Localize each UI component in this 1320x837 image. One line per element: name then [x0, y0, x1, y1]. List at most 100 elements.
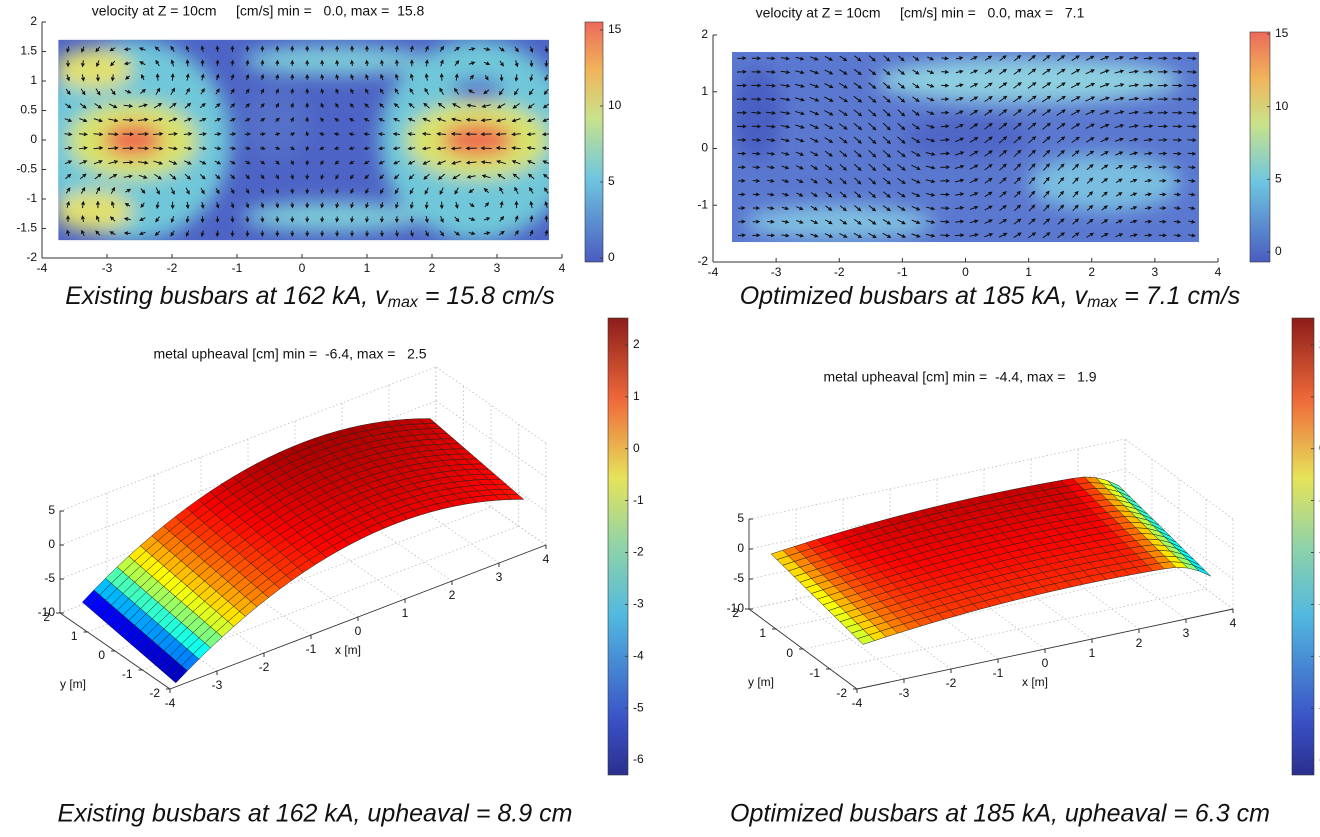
arrow: [421, 146, 431, 151]
arrow: [969, 109, 979, 116]
arrow: [542, 160, 549, 165]
arrow: [184, 117, 193, 122]
arrow: [926, 97, 935, 102]
arrow: [335, 174, 339, 180]
arrow: [469, 202, 475, 208]
arrow: [320, 73, 325, 80]
arrow: [480, 146, 492, 151]
arrow: [1070, 96, 1081, 102]
arrow: [1159, 233, 1167, 238]
arrow: [868, 191, 877, 199]
arrow: [363, 160, 370, 165]
arrow: [439, 87, 444, 95]
arrow: [230, 103, 236, 109]
arrow: [452, 174, 461, 180]
heatmap-blob: [243, 86, 309, 158]
arrow: [450, 132, 462, 136]
arrow: [320, 188, 325, 195]
arrow: [912, 69, 920, 75]
surface: [770, 476, 1211, 645]
arrow: [365, 230, 369, 237]
arrow: [183, 132, 193, 136]
arrow: [484, 74, 489, 81]
arrow: [868, 205, 877, 212]
arrow: [529, 215, 534, 223]
arrow: [137, 160, 149, 165]
arrow: [170, 87, 175, 95]
arrow: [796, 206, 804, 211]
arrow: [423, 173, 430, 180]
panel-title: metal upheaval [cm] min = -6.4, max = 2.…: [153, 346, 426, 362]
arrow: [765, 110, 777, 115]
arrow: [109, 216, 116, 222]
arrow: [81, 74, 85, 82]
x-tick-label: 4: [1215, 265, 1222, 279]
arrow: [810, 164, 819, 170]
arrow: [868, 55, 876, 62]
arrow: [926, 206, 936, 211]
x-tick-label: -2: [259, 660, 270, 674]
arrow: [1086, 232, 1095, 238]
caption-part: = 15.8 cm/s: [418, 282, 555, 310]
arrow: [1143, 110, 1154, 115]
arrow: [940, 151, 951, 156]
arrow: [796, 178, 804, 183]
arrow: [465, 160, 477, 165]
arrow: [66, 215, 70, 222]
arrow: [1159, 219, 1167, 224]
arrow: [65, 187, 71, 194]
colorbar-tick-label: 0: [608, 250, 615, 264]
arrow: [940, 137, 950, 142]
arrow: [245, 188, 250, 195]
arrow: [940, 233, 951, 238]
arrow: [1028, 218, 1036, 225]
arrow: [1028, 232, 1037, 239]
arrow: [215, 174, 221, 180]
arrow: [1099, 83, 1110, 88]
arrow: [1143, 83, 1154, 88]
arrow: [1086, 177, 1094, 184]
arrow: [305, 116, 310, 123]
arrow: [998, 95, 1008, 103]
arrow: [290, 88, 295, 95]
y-tick-label: -2: [26, 250, 37, 264]
arrow: [425, 45, 429, 53]
arrow: [795, 138, 805, 143]
arrow: [737, 233, 746, 238]
arrow: [454, 73, 459, 81]
arrow: [199, 146, 207, 151]
arrow: [424, 59, 429, 67]
x-tick-label: 0: [962, 265, 969, 279]
arrow: [925, 179, 936, 184]
arrow: [1130, 178, 1138, 183]
arrow: [1114, 56, 1124, 60]
arrow: [215, 201, 220, 209]
arrow: [941, 110, 950, 115]
arrow: [365, 73, 369, 81]
arrow: [496, 103, 506, 109]
arrow: [853, 136, 862, 144]
arrow: [737, 56, 747, 61]
y-tick-label: 0: [30, 132, 37, 146]
arrow: [999, 55, 1007, 62]
z-tick-label: 0: [737, 541, 744, 555]
colorbar-tick-label: 0: [633, 441, 640, 455]
x-tick-label: -4: [37, 261, 48, 275]
arrow: [480, 132, 492, 137]
colorbar-tick-label: -5: [633, 700, 644, 714]
arrow: [454, 87, 460, 95]
arrow: [483, 231, 491, 236]
arrow: [1129, 165, 1138, 169]
arrow: [230, 202, 235, 209]
arrow: [81, 229, 85, 236]
heatmap-blob: [744, 205, 934, 240]
arrow: [183, 146, 193, 151]
arrow: [364, 174, 370, 180]
arrow: [868, 82, 877, 90]
arrow: [1172, 56, 1183, 61]
arrow: [468, 89, 475, 94]
y-tick-label: -1: [809, 666, 820, 680]
arrow: [245, 202, 250, 209]
arrow: [1143, 137, 1154, 142]
arrow: [1071, 123, 1081, 130]
